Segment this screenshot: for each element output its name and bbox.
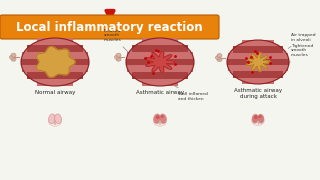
Bar <box>142 79 178 86</box>
Polygon shape <box>146 51 175 73</box>
Text: Relaxed
smooth
muscles: Relaxed smooth muscles <box>103 29 128 52</box>
Ellipse shape <box>258 114 264 123</box>
Bar <box>27 72 83 79</box>
Ellipse shape <box>21 38 89 86</box>
Bar <box>228 53 288 59</box>
Ellipse shape <box>259 115 261 118</box>
Bar <box>127 52 193 58</box>
Bar <box>227 59 289 65</box>
Bar <box>27 45 83 52</box>
Bar <box>22 65 88 72</box>
Text: Wall inflamed
and thicken: Wall inflamed and thicken <box>171 83 208 101</box>
Text: Normal airway: Normal airway <box>35 90 75 95</box>
Ellipse shape <box>252 114 258 123</box>
Polygon shape <box>36 47 75 77</box>
Bar <box>21 58 89 65</box>
Ellipse shape <box>10 55 14 59</box>
Text: Asthmatic airway: Asthmatic airway <box>136 90 184 95</box>
Ellipse shape <box>49 114 55 124</box>
Bar <box>37 79 73 86</box>
Bar <box>127 65 193 72</box>
Ellipse shape <box>217 58 222 62</box>
Ellipse shape <box>126 38 194 86</box>
Polygon shape <box>246 53 270 71</box>
Ellipse shape <box>11 57 16 61</box>
Bar <box>242 78 274 84</box>
Bar <box>142 38 178 45</box>
Bar <box>37 38 73 45</box>
Ellipse shape <box>217 54 222 58</box>
Ellipse shape <box>227 40 289 84</box>
Bar <box>233 71 284 78</box>
Ellipse shape <box>115 55 119 59</box>
Text: Tightened
smooth
muscles: Tightened smooth muscles <box>288 44 313 64</box>
Ellipse shape <box>254 116 258 119</box>
Bar <box>22 52 88 58</box>
Bar <box>242 40 274 46</box>
Bar <box>132 72 188 79</box>
Ellipse shape <box>116 57 121 61</box>
Text: Asthmatic airway
during attack: Asthmatic airway during attack <box>234 88 282 99</box>
Ellipse shape <box>11 53 16 57</box>
Ellipse shape <box>116 53 121 57</box>
FancyBboxPatch shape <box>0 15 219 39</box>
Bar <box>228 65 288 71</box>
Text: Air trapped
in alveoli: Air trapped in alveoli <box>288 33 316 48</box>
Ellipse shape <box>153 116 167 126</box>
Ellipse shape <box>160 114 166 124</box>
Ellipse shape <box>161 115 164 118</box>
Ellipse shape <box>156 115 160 119</box>
Bar <box>132 45 188 52</box>
Ellipse shape <box>154 114 160 124</box>
Bar <box>233 46 284 53</box>
Bar <box>126 58 194 65</box>
Ellipse shape <box>252 116 264 126</box>
Ellipse shape <box>215 56 220 60</box>
Text: Local inflammatory reaction: Local inflammatory reaction <box>16 21 202 33</box>
Ellipse shape <box>55 114 61 124</box>
Ellipse shape <box>48 116 62 126</box>
